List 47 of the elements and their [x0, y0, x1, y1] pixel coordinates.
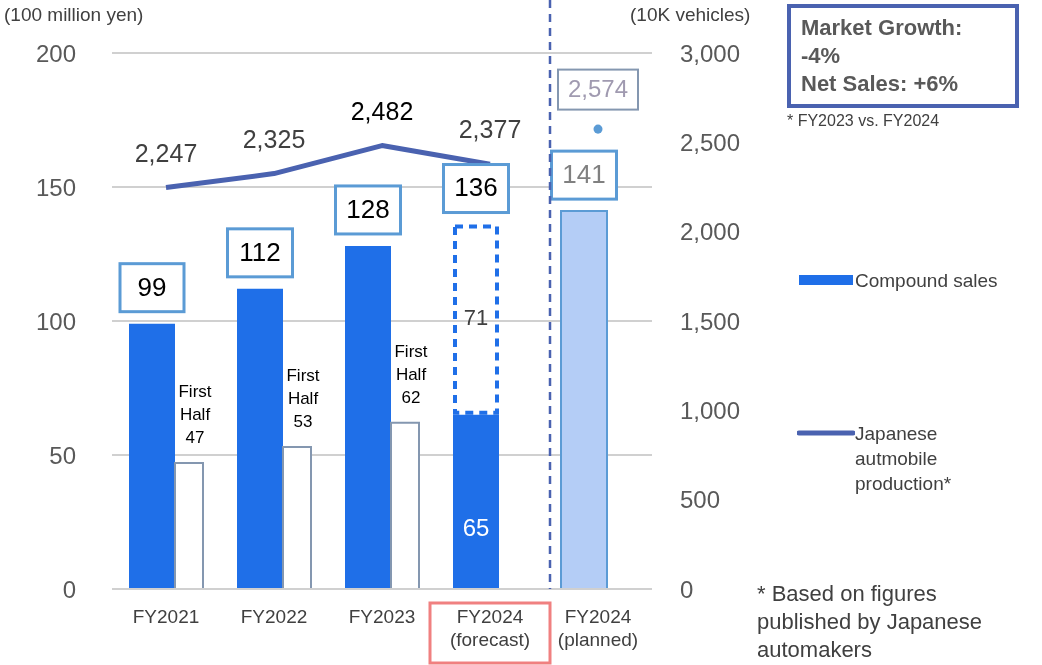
- annotation: 136: [454, 172, 498, 203]
- x-tick-label: FY2023: [348, 606, 416, 627]
- text: * FY2023 vs. FY2024: [787, 112, 940, 130]
- bar: [237, 288, 283, 589]
- y2-tick-label: 3,000: [680, 39, 741, 67]
- y-axis-title: (100 million yen): [4, 4, 144, 26]
- data-label: 71: [463, 305, 489, 331]
- text: Net Sales: +6%: [801, 70, 960, 98]
- bar: [560, 210, 608, 589]
- y2-tick-label: 1,500: [680, 307, 741, 335]
- data-label: 128: [346, 193, 390, 224]
- data-label: 112: [239, 236, 281, 267]
- y-tick-label: 150: [35, 173, 76, 201]
- bar: [282, 445, 312, 589]
- legend-label: Compound sales: [855, 269, 999, 293]
- data-label: 2,247: [134, 138, 198, 167]
- bar: [129, 323, 175, 589]
- y2-tick-label: 0: [680, 575, 694, 603]
- bar: [390, 421, 420, 589]
- data-label: 65: [462, 514, 490, 542]
- legend-label: Japanese autmobile production*: [855, 422, 953, 496]
- data-label: 2,482: [350, 96, 414, 125]
- x-tick-label: FY2021: [132, 606, 200, 627]
- y2-axis-title: (10K vehicles): [630, 4, 751, 26]
- data-label: First Half 53: [286, 365, 320, 431]
- data-label: First Half 47: [178, 382, 212, 448]
- y-tick-label: 50: [49, 441, 76, 469]
- x-tick-label: FY2024 (planned): [557, 606, 639, 650]
- y-tick-label: 200: [35, 39, 76, 67]
- data-label: 2,574: [567, 74, 629, 102]
- x-tick-label: FY2022: [240, 606, 308, 627]
- data-label: 2,325: [242, 124, 306, 153]
- x-tick-label: FY2024 (forecast): [449, 606, 531, 650]
- y-tick-label: 0: [62, 575, 76, 603]
- text: * Based on figures published by Japanese automakers: [757, 580, 984, 664]
- y2-tick-label: 2,500: [680, 128, 741, 156]
- bar: [345, 245, 391, 589]
- data-label: 141: [562, 158, 606, 189]
- text: Market Growth: -4%: [801, 14, 964, 70]
- data-label: First Half 62: [394, 341, 428, 407]
- data-label: 2,377: [458, 115, 522, 144]
- y2-tick-label: 2,000: [680, 218, 741, 246]
- y-tick-label: 100: [35, 307, 76, 335]
- y2-tick-label: 1,000: [680, 396, 741, 424]
- bar: [174, 462, 204, 589]
- y2-tick-label: 500: [680, 486, 721, 514]
- data-label: 99: [137, 271, 167, 302]
